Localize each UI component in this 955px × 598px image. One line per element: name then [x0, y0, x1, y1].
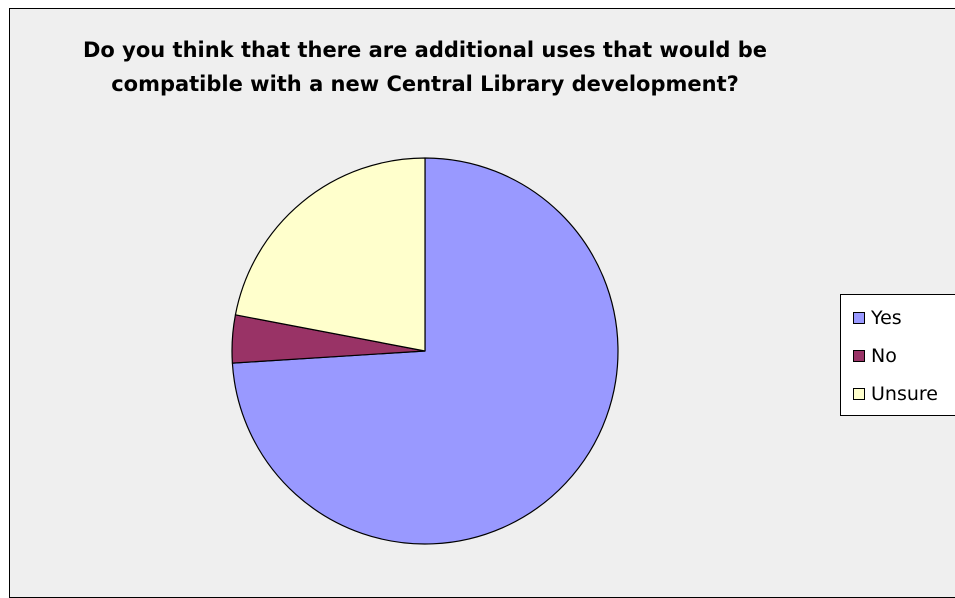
pie-chart	[231, 157, 619, 545]
legend-label-no: No	[871, 345, 897, 367]
legend-label-unsure: Unsure	[871, 383, 938, 405]
legend-swatch-no	[853, 350, 865, 362]
chart-legend: Yes No Unsure	[840, 294, 955, 416]
chart-area: Do you think that there are additional u…	[9, 8, 955, 598]
legend-item-no: No	[853, 341, 897, 371]
chart-title-line-2: compatible with a new Central Library de…	[111, 72, 739, 96]
chart-title: Do you think that there are additional u…	[10, 33, 840, 101]
chart-title-line-1: Do you think that there are additional u…	[82, 38, 768, 62]
legend-swatch-unsure	[853, 388, 865, 400]
legend-item-unsure: Unsure	[853, 379, 938, 409]
pie-slice-unsure	[234, 157, 426, 352]
legend-label-yes: Yes	[871, 307, 902, 329]
legend-swatch-yes	[853, 312, 865, 324]
legend-item-yes: Yes	[853, 303, 902, 333]
